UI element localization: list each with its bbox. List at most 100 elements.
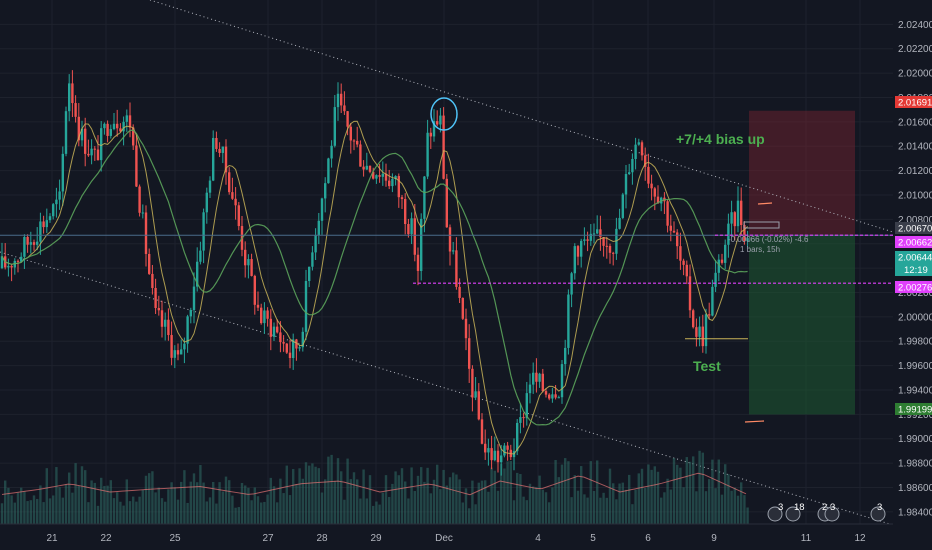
candle-body xyxy=(135,145,138,187)
candle-body xyxy=(445,178,448,228)
volume-bar xyxy=(660,497,663,524)
volume-bar xyxy=(618,483,621,524)
candle-body xyxy=(324,183,327,199)
volume-bar xyxy=(458,479,461,524)
candle-body xyxy=(436,121,439,125)
candle-body xyxy=(679,246,682,261)
event-marker[interactable]: 3 xyxy=(870,502,886,522)
volume-bar xyxy=(656,471,660,524)
volume-bar xyxy=(292,469,295,524)
candle-body xyxy=(157,308,160,311)
candle-body xyxy=(20,256,23,262)
y-tick-label: 2.01000 xyxy=(898,190,932,201)
time-axis[interactable]: 21 22 25 27 28 29 Dec 4 5 6 9 11 12 xyxy=(0,523,893,550)
volume-bar xyxy=(528,483,532,524)
candle-body xyxy=(592,233,596,235)
horizontal-levels[interactable] xyxy=(0,234,893,340)
candle-body xyxy=(346,111,349,127)
y-tick-label: 1.98600 xyxy=(898,483,932,494)
event-markers[interactable]: 3 18 2 3 3 xyxy=(767,502,886,522)
candle-body xyxy=(314,235,317,253)
volume-bar xyxy=(381,492,384,524)
volume-bar xyxy=(432,479,436,524)
candle-body xyxy=(180,349,183,355)
candle-body xyxy=(733,212,736,227)
volume-bar xyxy=(362,469,365,524)
channel-lines[interactable] xyxy=(0,0,894,526)
candle-body xyxy=(362,166,365,170)
candle-body xyxy=(647,166,650,184)
last-price-tag: 2.00644 12:19 xyxy=(895,251,932,276)
take-profit-zone[interactable] xyxy=(749,110,855,236)
candle-body xyxy=(317,220,320,236)
volume-bar xyxy=(576,490,580,524)
volume-bar xyxy=(554,459,557,524)
volume-bar xyxy=(628,474,631,524)
candle-body xyxy=(413,218,416,255)
svg-text:2.00670: 2.00670 xyxy=(898,224,932,235)
y-tick-label: 1.99000 xyxy=(898,434,932,445)
volume-bar xyxy=(471,480,474,524)
candle-body xyxy=(148,253,151,274)
candle-body xyxy=(708,314,711,316)
volume-bar xyxy=(173,487,176,524)
candle-body xyxy=(183,343,186,350)
candle-body xyxy=(356,140,359,145)
candle-body xyxy=(618,217,621,229)
candle-body xyxy=(608,245,612,253)
candle-body xyxy=(186,316,189,344)
volume-bar xyxy=(397,475,400,524)
volume-bar xyxy=(253,487,256,524)
volume-bar xyxy=(400,468,404,524)
volume-bar xyxy=(733,487,736,524)
volume-bar xyxy=(634,489,637,524)
candle-body xyxy=(375,175,378,179)
svg-text:3: 3 xyxy=(778,502,783,513)
volume-bar xyxy=(637,473,640,524)
candle-body xyxy=(256,304,260,308)
candle-body xyxy=(637,142,640,145)
volume-bar xyxy=(544,492,548,524)
volume-bar xyxy=(276,502,279,524)
volume-bar xyxy=(468,508,471,524)
candle-body xyxy=(736,200,740,227)
drawings[interactable] xyxy=(430,97,780,423)
candle-body xyxy=(516,422,519,452)
volume-bar xyxy=(266,494,269,524)
candle-body xyxy=(416,254,420,271)
volume-bar xyxy=(231,495,234,524)
volume-bar xyxy=(378,504,381,524)
volume-bar xyxy=(148,473,151,524)
candle-body xyxy=(128,115,132,128)
volume-bar xyxy=(736,495,740,524)
volume-bar xyxy=(324,479,327,524)
volume-bar xyxy=(560,464,564,524)
ma-slow-line xyxy=(1,129,748,426)
volume-bar xyxy=(29,500,32,524)
event-marker[interactable]: 3 xyxy=(824,502,840,522)
candle-body xyxy=(151,273,154,288)
svg-text:2.01691: 2.01691 xyxy=(898,98,932,109)
event-marker[interactable]: 18 xyxy=(785,502,805,522)
test-annotation[interactable]: Test xyxy=(693,358,721,374)
volume-bar xyxy=(599,497,602,524)
volume-bar xyxy=(218,482,221,524)
volume-bar xyxy=(420,467,423,524)
volume-bar xyxy=(586,497,589,524)
candle-body xyxy=(544,391,548,395)
position-tool[interactable] xyxy=(749,110,855,415)
candle-body xyxy=(132,127,135,146)
volume-bar xyxy=(138,496,141,524)
event-marker[interactable]: 3 xyxy=(767,502,783,522)
volume-bar xyxy=(602,492,605,524)
candle-body xyxy=(394,176,397,179)
bias-annotation[interactable]: +7/+4 bias up xyxy=(676,131,765,147)
volume-bar xyxy=(45,468,48,524)
x-tick-label: 5 xyxy=(590,533,596,544)
volume-bar xyxy=(589,461,592,524)
stop-loss-zone[interactable] xyxy=(749,235,855,415)
volume-bar xyxy=(116,492,119,524)
ma-fast-line xyxy=(1,120,748,455)
